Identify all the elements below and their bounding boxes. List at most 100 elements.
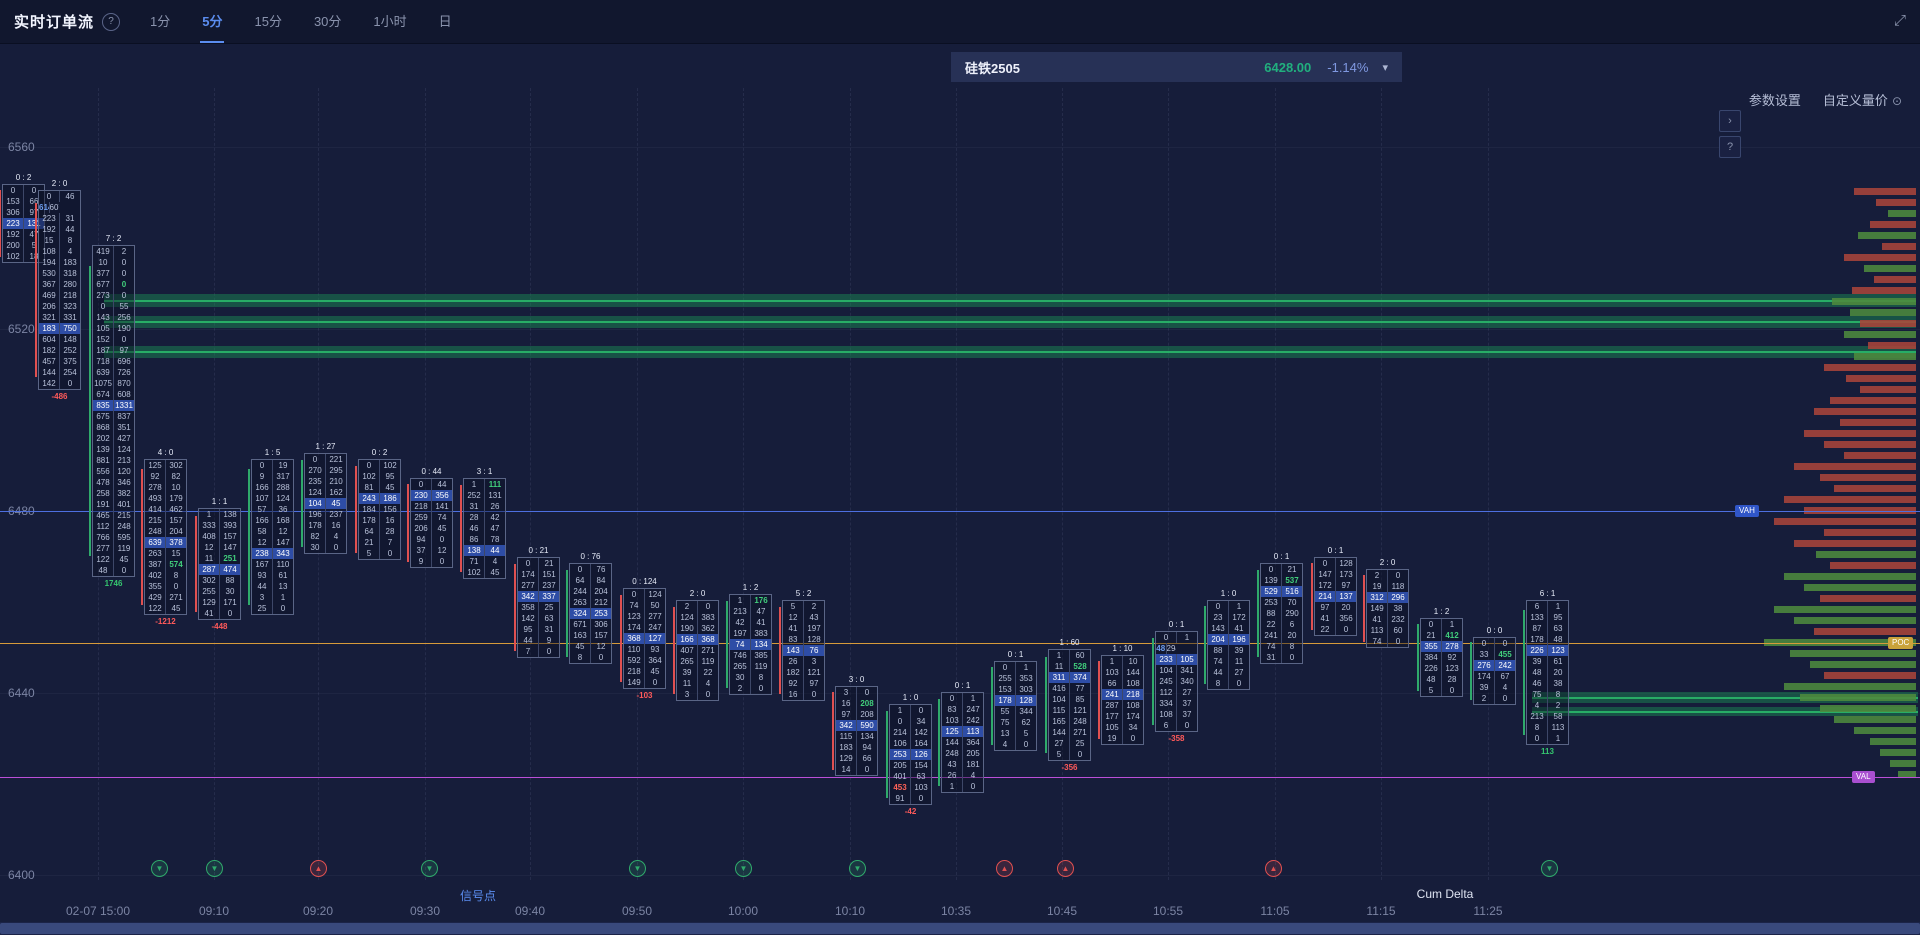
band-center-line [1532,711,1918,714]
bid-volume: 377 [96,269,110,278]
ask-volume: 63 [538,613,559,624]
ask-volume: 232 [1387,614,1408,625]
footprint-row: 604 148 [39,334,80,345]
scrollbar-thumb[interactable] [0,923,1920,934]
signal-marker[interactable]: ▲ [310,860,327,877]
signal-marker[interactable]: ▼ [206,860,223,877]
bid-volume: 97 [1320,603,1330,612]
volume-profile-bar [1784,683,1916,690]
bid-volume: 48 [1532,668,1542,677]
bid-volume: 41 [1372,615,1382,624]
bid-volume: 0 [100,302,106,311]
ask-volume: 110 [272,559,293,570]
fullscreen-icon[interactable]: ⤢ [1893,12,1906,29]
ask-volume: 113 [1547,722,1568,733]
footprint-row: 112 27 [1156,687,1197,698]
grid-hline [0,147,1920,148]
ask-volume: 318 [59,268,80,279]
bid-volume: 312 [1370,593,1384,602]
footprint-column: 0 : 1 0 1 83 247 103 242 125 113 144 364 248 205 43 18… [938,681,984,793]
footprint-row: 333 393 [199,520,240,531]
tab-timeframe-3[interactable]: 30分 [313,14,342,29]
footprint-row: 81 45 [359,482,400,493]
ask-volume: 337 [538,591,559,602]
candle-direction-bar [407,484,409,562]
contract-selector[interactable]: 硅铁2505 6428.00 -1.14% ▾ [951,52,1402,82]
signal-marker[interactable]: ▲ [1265,860,1282,877]
help-icon[interactable]: ? [102,12,121,31]
chart-scrollbar[interactable] [0,922,1920,935]
signal-marker[interactable]: ▼ [421,860,438,877]
ask-volume: 277 [644,611,665,622]
collapse-panel-button[interactable]: › [1719,110,1741,132]
bid-volume: 306 [6,208,20,217]
tab-timeframe-4[interactable]: 1小时 [373,14,407,29]
bid-volume: 1 [206,510,212,519]
tab-timeframe-2[interactable]: 15分 [254,14,282,29]
footprint-row: 92 97 [783,678,824,689]
signal-marker[interactable]: ▼ [151,860,168,877]
bid-volume: 91 [895,794,905,803]
price-axis-label: 6560 [8,140,35,154]
tab-timeframe-5[interactable]: 日 [438,14,452,29]
imbalance-header: 2 : 0 [689,589,706,598]
panel-help-button[interactable]: ? [1719,136,1741,158]
bid-volume: 6 [1163,721,1169,730]
footprint-row: 115 134 [836,731,877,742]
footprint-row: 15 8 [39,235,80,246]
bid-volume: 107 [255,494,269,503]
ask-volume: 271 [1069,727,1090,738]
bid-volume: 39 [1479,683,1489,692]
ask-volume: 278 [1441,641,1462,652]
bid-volume: 22 [1320,625,1330,634]
ask-volume: 157 [590,630,611,641]
imbalance-header: 1 : 2 [1433,607,1450,616]
footprint-row: 94 0 [411,534,452,545]
volume-profile-bar [1854,353,1916,360]
candle-direction-bar [514,563,516,652]
volume-profile-bar [1850,309,1916,316]
bid-volume: 43 [947,760,957,769]
bid-volume: 94 [416,535,426,544]
footprint-row: 493 179 [145,493,186,504]
signal-marker[interactable]: ▼ [849,860,866,877]
signal-marker[interactable]: ▼ [629,860,646,877]
footprint-row: 178 128 [995,695,1036,706]
tab-timeframe-1[interactable]: 5分 [200,0,225,43]
custom-volume-link[interactable]: 自定义量价 ⊙ [1823,90,1902,109]
ask-volume: 84 [590,575,611,586]
footprint-row: 0 46 [39,191,80,202]
ask-volume: 42 [484,512,505,523]
bid-volume: 23 [1213,613,1223,622]
footprint-row: 233 105 [1156,654,1197,665]
ask-volume: 34 [910,716,931,727]
signal-marker[interactable]: ▼ [735,860,752,877]
settings-link[interactable]: 参数设置 [1748,93,1801,108]
signal-marker[interactable]: ▲ [1057,860,1074,877]
ask-volume: 0 [856,764,877,775]
bid-volume: 402 [148,571,162,580]
bid-volume: 429 [148,593,162,602]
arrow-up-icon: ▲ [314,864,323,873]
tab-timeframe-0[interactable]: 1分 [150,14,171,29]
ask-volume: 254 [59,367,80,378]
signal-marker[interactable]: ▲ [996,860,1013,877]
bid-volume: 200 [6,241,20,250]
candle-direction-bar [35,202,37,378]
bid-volume: 265 [680,657,694,666]
ask-volume: 190 [113,323,134,334]
bid-volume: 206 [414,524,428,533]
bid-volume: 152 [96,335,110,344]
bid-volume: 258 [96,489,110,498]
bid-volume: 0 [10,186,16,195]
bid-volume: 184 [362,505,376,514]
bid-volume: 0 [577,565,583,574]
signal-marker[interactable]: ▼ [1541,860,1558,877]
ask-volume: 74 [431,512,452,523]
bid-volume: 3 [684,690,690,699]
chevron-down-icon[interactable]: ▾ [1382,61,1388,74]
